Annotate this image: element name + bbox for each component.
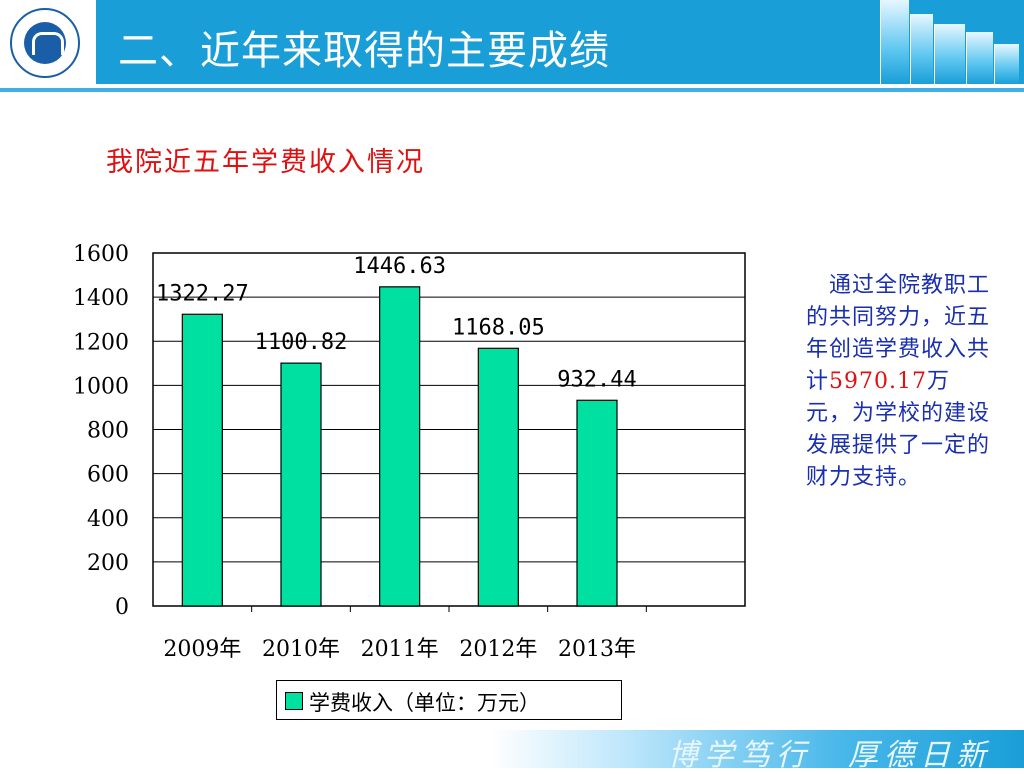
data-label-3: 1168.05 bbox=[452, 315, 545, 340]
summary-text-part1: 通过全院教职工的共同努力，近五年创造学费收入共计 bbox=[806, 273, 991, 394]
y-tick-label-1: 200 bbox=[87, 551, 129, 576]
bar-2009年 bbox=[181, 313, 223, 607]
bar-2013年 bbox=[576, 399, 618, 607]
bar-2010年 bbox=[280, 362, 322, 607]
building-decoration-2 bbox=[910, 14, 933, 84]
x-tick-label-2: 2011年 bbox=[361, 637, 439, 662]
data-label-0: 1322.27 bbox=[156, 281, 249, 306]
y-tick-label-7: 1400 bbox=[73, 286, 129, 311]
y-tick-label-4: 800 bbox=[87, 419, 129, 444]
logo-area bbox=[0, 0, 92, 88]
bar-2012年 bbox=[477, 347, 519, 607]
header-underline-white bbox=[0, 84, 1024, 88]
header-divider bbox=[92, 0, 96, 88]
footer-band bbox=[490, 730, 1024, 768]
summary-text-part2: 万元，为学校的建设发展提供了一定的财力支持。 bbox=[806, 369, 991, 490]
y-tick-label-6: 1200 bbox=[73, 330, 129, 355]
x-tick-label-4: 2013年 bbox=[558, 637, 636, 662]
data-label-4: 932.44 bbox=[557, 367, 636, 392]
legend-swatch bbox=[285, 692, 303, 710]
university-logo bbox=[10, 8, 80, 78]
building-decoration-1 bbox=[880, 0, 909, 84]
building-decoration-4 bbox=[966, 32, 993, 84]
data-label-2: 1446.63 bbox=[353, 254, 446, 279]
y-tick-label-0: 0 bbox=[115, 595, 129, 620]
footer-slogan: 博学笃行 厚德日新 bbox=[668, 738, 992, 773]
summary-text: 通过全院教职工的共同努力，近五年创造学费收入共计5970.17万元，为学校的建设… bbox=[806, 270, 992, 494]
x-tick-label-1: 2010年 bbox=[262, 637, 340, 662]
building-decoration-3 bbox=[934, 24, 965, 84]
y-tick-label-5: 1000 bbox=[73, 374, 129, 399]
header-bar bbox=[0, 0, 1024, 88]
y-tick-label-2: 400 bbox=[87, 507, 129, 532]
x-tick-label-3: 2012年 bbox=[459, 637, 537, 662]
logo-emblem bbox=[24, 22, 66, 64]
legend-label: 学费收入（单位：万元） bbox=[309, 691, 540, 715]
logo-arch-icon bbox=[32, 32, 64, 55]
chart-legend: 学费收入（单位：万元） bbox=[276, 680, 622, 720]
data-label-1: 1100.82 bbox=[255, 330, 348, 355]
page-title: 二、近年来取得的主要成绩 bbox=[118, 28, 610, 74]
bar-2011年 bbox=[379, 286, 421, 607]
summary-total: 5970.17 bbox=[829, 369, 927, 394]
header-underline-blue bbox=[0, 88, 1024, 92]
y-tick-label-8: 1600 bbox=[73, 242, 129, 267]
chart-subtitle: 我院近五年学费收入情况 bbox=[106, 147, 425, 178]
x-tick-label-0: 2009年 bbox=[163, 637, 241, 662]
building-decoration-5 bbox=[994, 44, 1019, 84]
y-tick-label-3: 600 bbox=[87, 463, 129, 488]
